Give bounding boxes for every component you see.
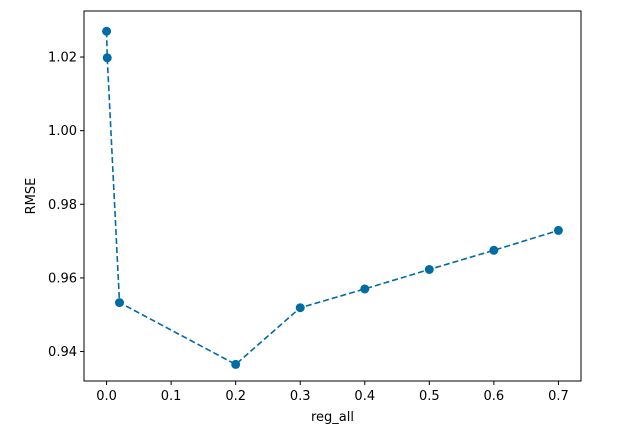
data-point <box>360 284 370 294</box>
x-tick-label: 0.5 <box>419 389 440 404</box>
plot-frame <box>83 10 582 382</box>
y-axis-ticks: 0.94 0.96 0.98 1.00 1.02 <box>48 51 84 360</box>
y-tick-label: 1.00 <box>48 124 77 139</box>
x-tick-label: 0.3 <box>290 389 311 404</box>
x-axis-ticks: 0.0 0.1 0.2 0.3 0.4 0.5 0.6 0.7 <box>96 381 569 404</box>
x-tick-label: 0.1 <box>161 389 182 404</box>
series-line <box>105 31 559 366</box>
y-tick-label: 0.96 <box>48 271 77 286</box>
x-tick-label: 0.2 <box>225 389 246 404</box>
x-tick-label: 0.6 <box>484 389 505 404</box>
data-point <box>489 245 499 255</box>
data-point <box>424 264 434 274</box>
y-tick-label: 0.98 <box>48 198 77 213</box>
x-tick-label: 0.0 <box>96 389 117 404</box>
x-axis-title: reg_all <box>311 410 354 425</box>
data-point <box>295 303 305 313</box>
data-point <box>231 359 241 369</box>
data-point <box>102 53 112 63</box>
y-axis-title: RMSE <box>24 178 39 215</box>
y-tick-label: 1.02 <box>48 51 77 66</box>
data-point <box>553 225 563 235</box>
series-layer <box>102 26 563 369</box>
data-point <box>102 26 112 36</box>
y-tick-label: 0.94 <box>48 345 77 360</box>
x-tick-label: 0.7 <box>548 389 569 404</box>
data-point <box>115 298 124 308</box>
x-tick-label: 0.4 <box>354 389 375 404</box>
